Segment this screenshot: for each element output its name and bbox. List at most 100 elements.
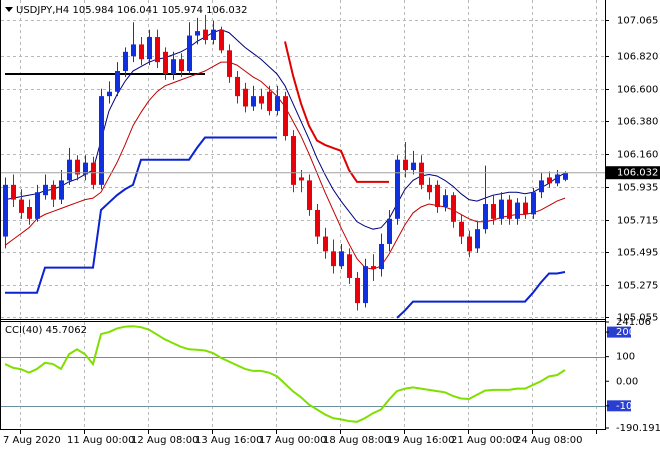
candle-body bbox=[427, 184, 432, 193]
candle-body bbox=[363, 266, 368, 304]
candle-body bbox=[331, 251, 336, 267]
candle-body bbox=[491, 204, 496, 219]
header-low: 105.974 bbox=[162, 5, 203, 16]
candle-body bbox=[91, 162, 96, 185]
x-tick-label: 17 Aug 00:00 bbox=[259, 435, 326, 446]
x-tick-label: 18 Aug 08:00 bbox=[323, 435, 390, 446]
candle-body bbox=[163, 51, 168, 74]
current-price-label: 106.032 bbox=[617, 168, 658, 179]
candle-body bbox=[35, 192, 40, 219]
candle-body bbox=[123, 51, 128, 72]
candle-body bbox=[259, 96, 264, 104]
y-tick-label: 106.380 bbox=[617, 117, 658, 128]
candle-body bbox=[51, 184, 56, 200]
candle-body bbox=[459, 221, 464, 237]
candle-body bbox=[235, 76, 240, 97]
cci-header: CCI(40) 45.7062 bbox=[5, 325, 87, 336]
dropdown-icon[interactable] bbox=[5, 7, 13, 12]
candle-body bbox=[139, 44, 144, 60]
candle-body bbox=[515, 202, 520, 219]
cci-level-box bbox=[607, 400, 631, 412]
candle-body bbox=[227, 50, 232, 77]
y-tick-label: 106.160 bbox=[617, 150, 658, 161]
candle-body bbox=[475, 229, 480, 249]
y-tick-label: 106.600 bbox=[617, 85, 658, 96]
header-high: 106.041 bbox=[117, 5, 158, 16]
candle-body bbox=[19, 199, 24, 213]
candle-body bbox=[67, 159, 72, 181]
x-tick-label: 13 Aug 16:00 bbox=[195, 435, 262, 446]
candle-body bbox=[203, 29, 208, 40]
candle-body bbox=[539, 180, 544, 193]
candle-body bbox=[467, 236, 472, 252]
cci-y-tick-label: -190.1918 bbox=[616, 423, 660, 434]
x-tick-label: 24 Aug 08:00 bbox=[515, 435, 582, 446]
cci-y-tick-label: 0.00 bbox=[616, 376, 638, 387]
indicator-line bbox=[5, 136, 566, 319]
candle-body bbox=[251, 96, 256, 107]
candle-body bbox=[267, 91, 272, 111]
candle-body bbox=[131, 44, 136, 57]
candle-body bbox=[347, 254, 352, 278]
candle-body bbox=[187, 35, 192, 72]
candle-body bbox=[531, 192, 536, 215]
candle-body bbox=[171, 59, 176, 74]
candle-body bbox=[147, 37, 152, 60]
candle-body bbox=[211, 29, 216, 40]
main-plot bbox=[3, 14, 568, 319]
candle-body bbox=[291, 136, 296, 185]
candle-body bbox=[379, 243, 384, 270]
indicator-line bbox=[4, 29, 566, 230]
candle-body bbox=[59, 180, 64, 200]
candle-body bbox=[43, 184, 48, 196]
x-tick-label: 21 Aug 00:00 bbox=[451, 435, 518, 446]
candle-body bbox=[115, 71, 120, 92]
candle-body bbox=[27, 207, 32, 219]
candle-body bbox=[323, 236, 328, 252]
candle-body bbox=[275, 96, 280, 111]
candle-body bbox=[243, 88, 248, 107]
y-tick-label: 105.715 bbox=[617, 216, 658, 227]
candle-body bbox=[179, 59, 184, 72]
candle-body bbox=[3, 184, 8, 237]
cci-y-tick-label: 200 bbox=[616, 327, 635, 338]
candle-body bbox=[107, 91, 112, 97]
candle-body bbox=[499, 199, 504, 219]
candle-body bbox=[403, 159, 408, 171]
x-tick-label: 19 Aug 16:00 bbox=[387, 435, 454, 446]
x-tick-label: 12 Aug 08:00 bbox=[131, 435, 198, 446]
candle-body bbox=[155, 37, 160, 63]
y-tick-label: 105.495 bbox=[617, 248, 658, 259]
cci-value: 45.7062 bbox=[46, 325, 87, 336]
indicator-line bbox=[284, 41, 389, 183]
cci-name: CCI(40) bbox=[5, 325, 43, 336]
candle-body bbox=[355, 277, 360, 304]
header-close: 106.032 bbox=[206, 5, 247, 16]
cci-y-tick-label: -100 bbox=[616, 401, 639, 412]
cci-level-box bbox=[607, 326, 631, 338]
y-tick-label: 105.275 bbox=[617, 281, 658, 292]
candle-body bbox=[315, 209, 320, 237]
candle-body bbox=[483, 204, 488, 230]
candle-body bbox=[195, 31, 200, 36]
chart-header: USDJPY,H4 105.984 106.041 105.974 106.03… bbox=[16, 5, 247, 16]
y-tick-label: 105.055 bbox=[617, 313, 658, 324]
candle-body bbox=[451, 195, 456, 222]
candle-body bbox=[411, 162, 416, 171]
header-open: 105.984 bbox=[72, 5, 113, 16]
candle-body bbox=[219, 29, 224, 51]
candle-body bbox=[419, 162, 424, 185]
candle-body bbox=[547, 177, 552, 184]
cci-plot bbox=[4, 325, 566, 423]
x-tick-label: 11 Aug 00:00 bbox=[67, 435, 134, 446]
candle-body bbox=[371, 266, 376, 270]
candle-body bbox=[299, 177, 304, 181]
current-price-box bbox=[606, 166, 660, 180]
candle-body bbox=[11, 184, 16, 200]
candle-body bbox=[75, 159, 80, 175]
candle-body bbox=[563, 172, 568, 180]
cci-y-tick-label: 100 bbox=[616, 352, 635, 363]
